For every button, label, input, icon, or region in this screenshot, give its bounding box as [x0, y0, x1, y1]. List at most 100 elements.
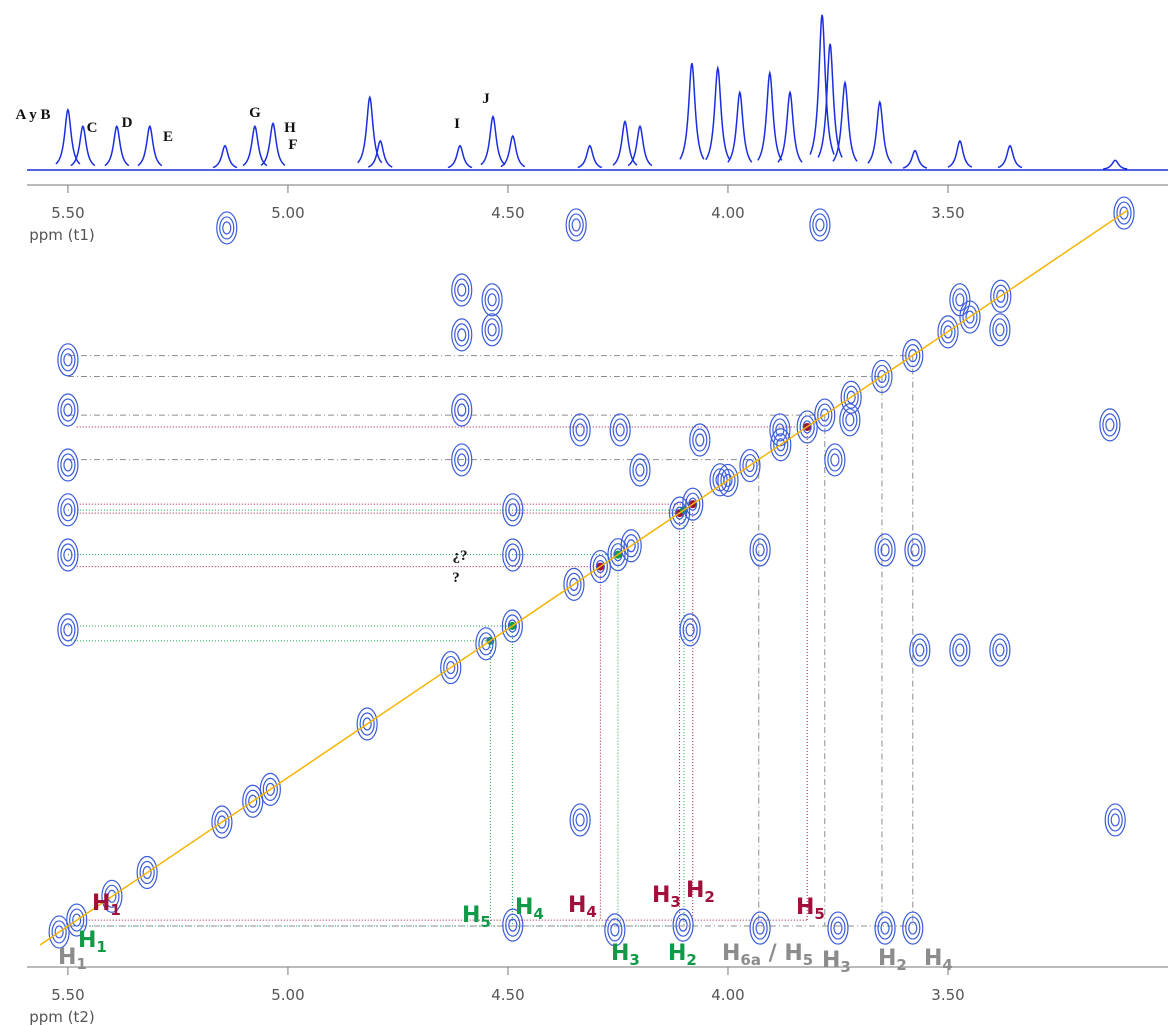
contour: [607, 918, 623, 942]
spectrum-peak: [104, 124, 130, 167]
contour: [965, 310, 975, 324]
contour: [457, 453, 467, 467]
contour: [568, 213, 584, 237]
x-tick-label: 3.50: [931, 204, 964, 222]
contour: [629, 453, 651, 487]
contour: [749, 911, 771, 945]
spectrum-peak: [577, 144, 603, 169]
spectrum-peak: [757, 70, 783, 161]
contour: [817, 403, 833, 427]
contour: [907, 538, 923, 562]
contour: [904, 533, 926, 567]
contour: [245, 789, 261, 813]
contour: [955, 643, 965, 657]
assignment: H2: [878, 946, 907, 974]
contour: [454, 398, 470, 422]
contour: [1102, 413, 1118, 437]
x-tick-label: 5.00: [271, 204, 304, 222]
contour: [481, 283, 503, 317]
contour: [592, 554, 608, 579]
contour: [104, 884, 120, 908]
contour: [993, 284, 1009, 308]
contour: [507, 619, 517, 633]
contour: [827, 911, 849, 945]
peak-label: D: [122, 115, 133, 131]
spectrum-peak: [902, 149, 928, 169]
contour: [755, 921, 765, 935]
contour: [1110, 813, 1120, 827]
contour: [359, 712, 375, 736]
contour: [674, 506, 685, 520]
contour: [671, 501, 688, 525]
contour: [457, 328, 467, 342]
contour: [949, 633, 971, 667]
contour: [752, 916, 768, 940]
spectrum-peak: [997, 144, 1023, 169]
contour: [63, 503, 73, 517]
contour: [481, 313, 503, 347]
contour: [912, 638, 928, 662]
contour: [487, 323, 497, 337]
contour: [454, 323, 470, 347]
contour: [827, 448, 843, 472]
contour: [214, 810, 230, 834]
spectrum-peak: [705, 65, 731, 161]
peak-label: H: [284, 120, 296, 136]
contour: [613, 548, 623, 562]
contour: [846, 390, 856, 404]
contour: [440, 650, 462, 685]
contour: [60, 348, 76, 372]
assignment: H1: [58, 945, 87, 973]
contour: [623, 534, 639, 558]
contour: [262, 777, 278, 801]
contour: [566, 572, 582, 596]
x-tick-label: 4.00: [711, 204, 744, 222]
contour: [60, 498, 76, 522]
contour: [612, 418, 628, 442]
contour: [937, 315, 959, 349]
x-tick-label: 4.00: [711, 986, 744, 1004]
contour: [505, 543, 521, 567]
contour: [451, 273, 473, 307]
peak-label: C: [87, 120, 98, 136]
spectrum-peak: [212, 144, 238, 169]
contour: [589, 549, 611, 584]
contour: [992, 638, 1008, 662]
contour: [1119, 206, 1129, 220]
contour: [504, 614, 520, 638]
assignment: H3: [611, 941, 640, 969]
x-tick-label: 5.00: [271, 986, 304, 1004]
contour: [1099, 408, 1121, 442]
contour: [685, 623, 695, 637]
contour: [990, 279, 1012, 313]
assignment: H2: [686, 878, 715, 906]
contour: [796, 410, 818, 444]
contour: [457, 283, 467, 297]
diagonal: [39, 209, 1129, 946]
contour: [572, 418, 588, 442]
contour: [563, 567, 585, 601]
contour: [572, 808, 588, 832]
axis-label: ppm (t1): [29, 226, 95, 244]
contour: [569, 803, 591, 837]
contour: [742, 453, 758, 478]
contour: [842, 408, 858, 432]
contour: [451, 393, 473, 427]
assignment: H3: [822, 948, 851, 976]
assignment: H4: [568, 893, 597, 921]
contour: [772, 418, 788, 442]
spectrum-peak: [867, 100, 893, 164]
contour: [1107, 808, 1123, 832]
contour: [63, 548, 73, 562]
contour: [575, 813, 585, 827]
contour: [672, 908, 694, 942]
contour: [48, 915, 70, 949]
contour: [905, 344, 921, 368]
contour: [481, 637, 491, 651]
contour: [871, 359, 893, 394]
contour: [955, 293, 965, 307]
spectrum-peak: [832, 79, 858, 162]
contour: [63, 458, 73, 472]
contour: [505, 913, 521, 937]
